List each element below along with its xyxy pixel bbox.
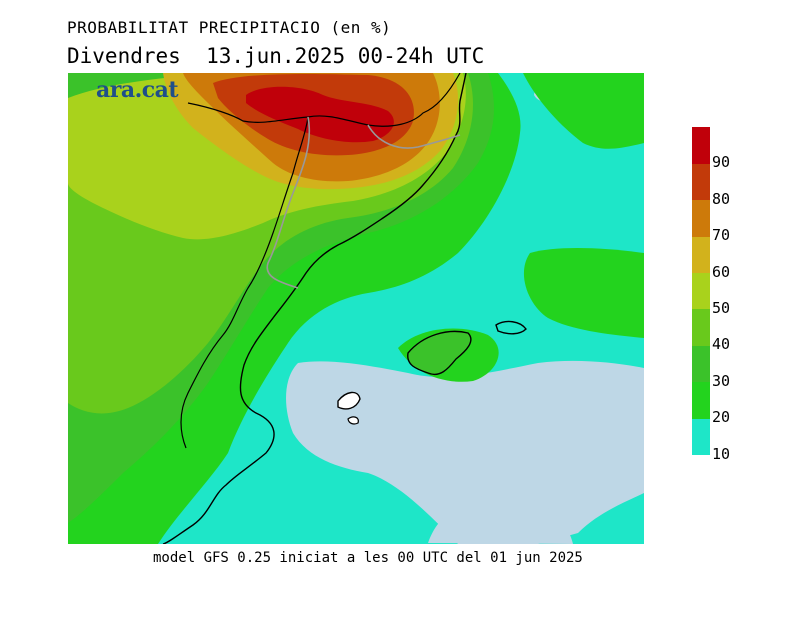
legend-tick-label: 10 [712, 444, 731, 463]
island-mallorca [407, 330, 472, 376]
legend-tick-label: 50 [712, 299, 731, 317]
legend-tick-label: 40 [712, 335, 731, 354]
coastline [162, 73, 467, 544]
zone-below-10 [428, 493, 573, 544]
legend-band [692, 236, 710, 274]
legend-band [692, 127, 710, 164]
zone-below-10 [286, 360, 644, 544]
legend-band [692, 199, 710, 237]
chart-title: PROBABILITAT PRECIPITACIO (en %) [67, 18, 392, 37]
date-subtitle: Divendres 13.jun.2025 00-24h UTC [67, 44, 485, 68]
legend-band [692, 418, 710, 456]
legend-band [692, 345, 710, 383]
regional-boundary [266, 116, 311, 289]
legend-band [692, 381, 710, 419]
island-ibiza [337, 391, 361, 410]
precipitation-map: ara.cat [68, 73, 644, 544]
zone-90-100 [246, 86, 394, 143]
legend-tick-label: 90 [712, 153, 731, 172]
zone-20-30 [523, 73, 644, 149]
ara-cat-logo: ara.cat [96, 77, 179, 103]
legend-band [692, 272, 710, 310]
zone-20-30 [523, 248, 644, 338]
legend-tick-label: 30 [712, 371, 731, 390]
model-caption: model GFS 0.25 iniciat a les 00 UTC del … [153, 550, 583, 566]
border-line [180, 116, 309, 449]
island-formentera [347, 416, 359, 425]
island-menorca [495, 320, 527, 335]
legend-band [692, 163, 710, 201]
legend-tick-label: 80 [712, 189, 731, 208]
legend-tick-label: 70 [712, 226, 731, 245]
border-line [187, 73, 461, 127]
legend-tick-label: 20 [712, 408, 731, 427]
legend-band [692, 309, 710, 346]
legend-tick-label: 60 [712, 262, 731, 281]
map-canvas [68, 73, 644, 544]
regional-boundary [367, 124, 461, 149]
